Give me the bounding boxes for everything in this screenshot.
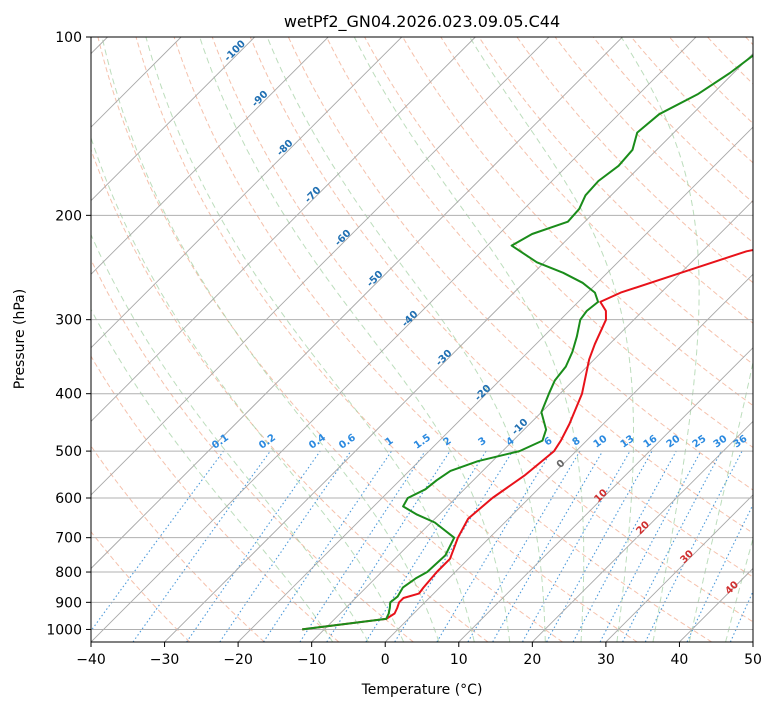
y-tick-label: 200 [55,208,82,224]
dry-adiabat [97,37,563,642]
dry-adiabat [91,355,340,642]
dry-adiabat [478,37,753,324]
y-tick-label: 1000 [46,622,82,638]
y-tick-label: 400 [55,387,82,403]
moist-adiabat [725,536,753,642]
plot-area: 0.1 0.2 0.4 0.6 1 1.5 2 3 4 6 8 10 13 16 20 25 30 36-100-… [91,37,753,642]
x-tick-label: −40 [76,652,106,668]
mixing-ratio-line [219,450,352,642]
moist-adiabat [91,308,334,642]
isotherm [91,37,403,349]
dry-adiabat [211,37,753,623]
x-tick-label: 50 [744,652,762,668]
profile-series [302,54,753,631]
moist-adiabat [353,37,585,642]
mixing-ratio-line [522,450,631,642]
isotherm [532,420,753,642]
y-tick-label: 700 [55,531,82,547]
moist-adiabat [91,136,405,642]
dry-adiabat [326,37,753,491]
x-tick-label: 20 [523,652,541,668]
mixing-ratio-line [394,450,514,642]
mixing-ratio-line [299,450,426,642]
isotherm [91,37,329,275]
dry-adiabat [173,37,713,642]
moist-adiabat [145,37,475,642]
y-tick-label: 800 [55,565,82,581]
mixing-ratio-line [186,450,321,642]
isotherm [91,37,623,570]
dry-adiabat [91,531,191,642]
mixing-ratio-line [546,450,653,642]
x-tick-label: 40 [671,652,689,668]
x-axis-label: Temperature (°C) [361,682,483,698]
y-tick-label: 900 [55,595,82,611]
dry-adiabat [249,37,753,578]
mixing-ratio-line [326,450,451,642]
y-tick-label: 500 [55,444,82,460]
moist-adiabat [266,37,546,642]
isotherms [91,37,753,642]
isotherm [91,37,255,202]
plot-frame [90,36,754,643]
moist-adiabat [101,37,440,642]
isotherm [91,37,697,642]
isotherm [458,347,753,642]
mixing-ratio-line [263,450,392,642]
isotherm [91,37,550,496]
y-axis-label: Pressure (hPa) [12,289,28,389]
mixing-ratio-lines [91,450,753,642]
isotherm [384,273,753,642]
dry-adiabats [91,37,753,642]
dry-adiabat [516,37,753,284]
dry-adiabat [91,445,265,642]
axes: −40 −30 −20 −10 0 10 20 30 40 50 1000 900 800 700 600 5… [46,30,762,668]
temperature-line [302,248,753,631]
dry-adiabat [91,148,489,642]
isotherm [311,200,753,642]
dry-adiabat [135,37,638,642]
chart-title: wetPf2_GN04.2026.023.09.05.C44 [284,12,560,32]
x-tick-label: −30 [150,652,180,668]
x-tick-label: −10 [297,652,327,668]
y-tick-label: 100 [55,30,82,46]
isobars [91,37,753,630]
x-tick-label: −20 [223,652,253,668]
x-tick-label: 30 [597,652,615,668]
isotherm [237,126,753,642]
moist-adiabat [199,37,511,642]
y-tick-label: 300 [55,313,82,329]
moist-adiabat [688,360,753,642]
mixing-ratio-line [572,450,677,642]
mixing-ratio-line [644,450,743,642]
isotherm [164,52,753,642]
x-tick-label: 10 [450,652,468,668]
moist-adiabat [620,37,700,642]
dewpoint-line [302,54,753,631]
dry-adiabat [402,37,753,407]
mixing-ratio-line [132,450,271,642]
isotherm [605,494,753,642]
y-tick-label: 600 [55,491,82,507]
mixing-ratio-line [91,450,224,632]
moist-adiabat [91,233,369,642]
x-tick-label: 0 [381,652,390,668]
isotherm [91,37,476,422]
